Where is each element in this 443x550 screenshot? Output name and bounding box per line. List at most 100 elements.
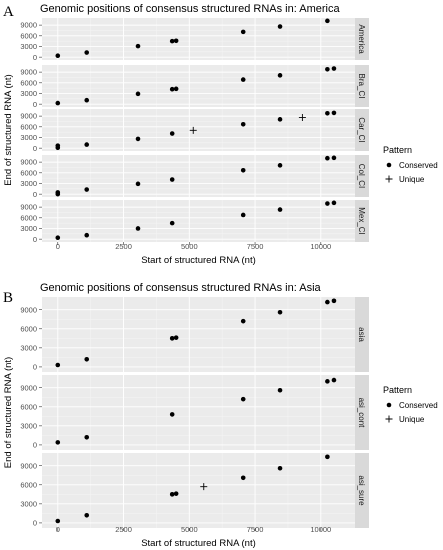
legend-key-conserved [386, 402, 392, 408]
data-point-conserved [169, 336, 175, 341]
legend-label: Unique [399, 175, 425, 184]
data-point-conserved [84, 434, 90, 440]
facet-strip-label: Car_CI [357, 117, 366, 142]
y-tick-label: 9000 [20, 305, 37, 314]
x-tick-label: 0 [56, 242, 60, 251]
legend-key-conserved [386, 162, 392, 168]
x-tick-label: 7500 [247, 242, 264, 251]
data-point-conserved [240, 168, 246, 173]
y-tick-label: 3000 [20, 133, 37, 142]
legend: Pattern Conserved Unique [383, 385, 438, 425]
data-point-conserved [135, 181, 141, 187]
facet-asi-cont: 0 3000 6000 9000 asi_cont [20, 375, 369, 450]
data-point-conserved [84, 50, 90, 55]
chart-a: A Genomic positions of consensus structur… [3, 3, 438, 266]
y-tick-label: 3000 [20, 421, 37, 430]
y-tick-label: 6000 [20, 324, 37, 333]
data-point-conserved [325, 155, 330, 161]
panel-background [42, 375, 355, 450]
y-tick-label: 3000 [20, 224, 37, 233]
data-point-conserved [169, 177, 175, 182]
y-tick-label: 0 [33, 235, 37, 244]
data-point-conserved [55, 518, 61, 524]
legend-title: Pattern [383, 385, 412, 395]
data-point-conserved [325, 201, 330, 206]
legend-label: Conserved [399, 161, 438, 170]
data-point-conserved [331, 155, 337, 161]
data-point-conserved [325, 18, 330, 24]
data-point-conserved [55, 235, 61, 241]
facet-strip [355, 109, 369, 151]
y-tick-label: 0 [33, 100, 37, 109]
data-point-conserved [277, 387, 283, 393]
x-tick-label: 2500 [115, 242, 132, 251]
data-point-conserved [331, 200, 337, 206]
y-tick-label: 0 [33, 190, 37, 199]
y-tick-label: 3000 [20, 343, 37, 352]
legend-key-unique [385, 175, 393, 183]
y-tick-label: 6000 [20, 168, 37, 177]
chart-title: Genomic positions of consensus structure… [40, 3, 340, 15]
facet-strip [355, 65, 369, 107]
data-point-conserved [173, 86, 179, 92]
x-tick-label: 2500 [115, 525, 132, 534]
data-point-unique [298, 114, 306, 122]
x-tick-label: 5000 [181, 525, 198, 534]
data-point-conserved [55, 362, 61, 368]
data-point-conserved [55, 190, 61, 195]
y-tick-label: 9000 [20, 461, 37, 470]
y-tick-label: 9000 [20, 21, 37, 30]
legend-label: Conserved [399, 401, 438, 410]
facet-strip [355, 453, 369, 528]
panel-letter: A [3, 4, 14, 20]
y-axis-title: End of structured RNA (nt) [3, 357, 14, 468]
data-point-conserved [169, 220, 175, 226]
data-point-conserved [240, 318, 246, 324]
data-point-conserved [325, 110, 330, 116]
chart-b: B Genomic positions of consensus structur… [3, 282, 438, 549]
panel-letter: B [3, 290, 13, 306]
x-axis-title: Start of structured RNA (nt) [141, 538, 256, 549]
panel-background [42, 155, 355, 197]
data-point-conserved [325, 379, 330, 384]
facet-strip [355, 297, 369, 372]
panel-background [42, 453, 355, 528]
data-point-conserved [240, 122, 246, 127]
data-point-conserved [173, 38, 179, 44]
facet-strip-label: Mex_CI [357, 207, 366, 235]
y-tick-label: 3000 [20, 499, 37, 508]
y-tick-label: 6000 [20, 480, 37, 489]
data-point-conserved [84, 97, 90, 103]
x-tick-label: 10000 [310, 242, 331, 251]
x-axis-title: Start of structured RNA (nt) [141, 255, 256, 266]
y-tick-label: 3000 [20, 89, 37, 98]
data-point-conserved [135, 226, 141, 231]
y-tick-label: 6000 [20, 122, 37, 131]
data-point-conserved [240, 475, 246, 481]
data-point-conserved [331, 66, 337, 71]
data-point-conserved [55, 143, 61, 148]
data-point-conserved [277, 24, 283, 29]
data-point-conserved [277, 163, 283, 168]
y-tick-label: 3000 [20, 42, 37, 51]
y-tick-label: 3000 [20, 179, 37, 188]
facet-asia: 0 3000 6000 9000 asia [20, 297, 369, 372]
facet-strip-label: asia [357, 327, 366, 342]
data-point-conserved [169, 38, 175, 44]
data-point-conserved [325, 299, 330, 305]
facet-strip-label: asi_cont [357, 398, 366, 429]
y-tick-label: 6000 [20, 31, 37, 40]
y-tick-label: 9000 [20, 383, 37, 392]
data-point-conserved [331, 298, 337, 304]
data-point-conserved [240, 77, 246, 82]
data-point-conserved [169, 131, 175, 136]
facet-strip [355, 200, 369, 242]
data-point-conserved [169, 86, 175, 92]
y-tick-label: 6000 [20, 213, 37, 222]
legend: Pattern Conserved Unique [383, 145, 438, 185]
data-point-conserved [84, 356, 90, 362]
